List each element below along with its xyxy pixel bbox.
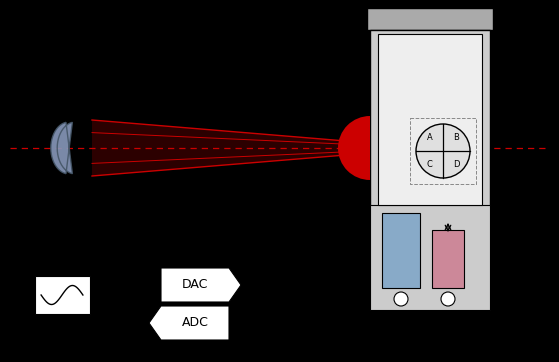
- FancyBboxPatch shape: [370, 205, 490, 310]
- FancyBboxPatch shape: [382, 213, 420, 288]
- FancyBboxPatch shape: [432, 230, 464, 288]
- Text: A: A: [427, 133, 432, 142]
- Text: B: B: [453, 133, 459, 142]
- Text: DAC: DAC: [182, 278, 208, 291]
- Circle shape: [441, 292, 455, 306]
- Polygon shape: [149, 306, 229, 340]
- Text: C: C: [427, 160, 433, 169]
- Polygon shape: [51, 122, 72, 174]
- FancyBboxPatch shape: [35, 276, 89, 314]
- Circle shape: [394, 292, 408, 306]
- Text: D: D: [453, 160, 459, 169]
- Circle shape: [416, 124, 470, 178]
- Wedge shape: [338, 116, 370, 180]
- Polygon shape: [161, 268, 241, 302]
- FancyBboxPatch shape: [367, 8, 493, 30]
- FancyBboxPatch shape: [370, 30, 490, 310]
- FancyBboxPatch shape: [378, 34, 482, 205]
- Text: ADC: ADC: [182, 316, 209, 329]
- Polygon shape: [92, 120, 370, 176]
